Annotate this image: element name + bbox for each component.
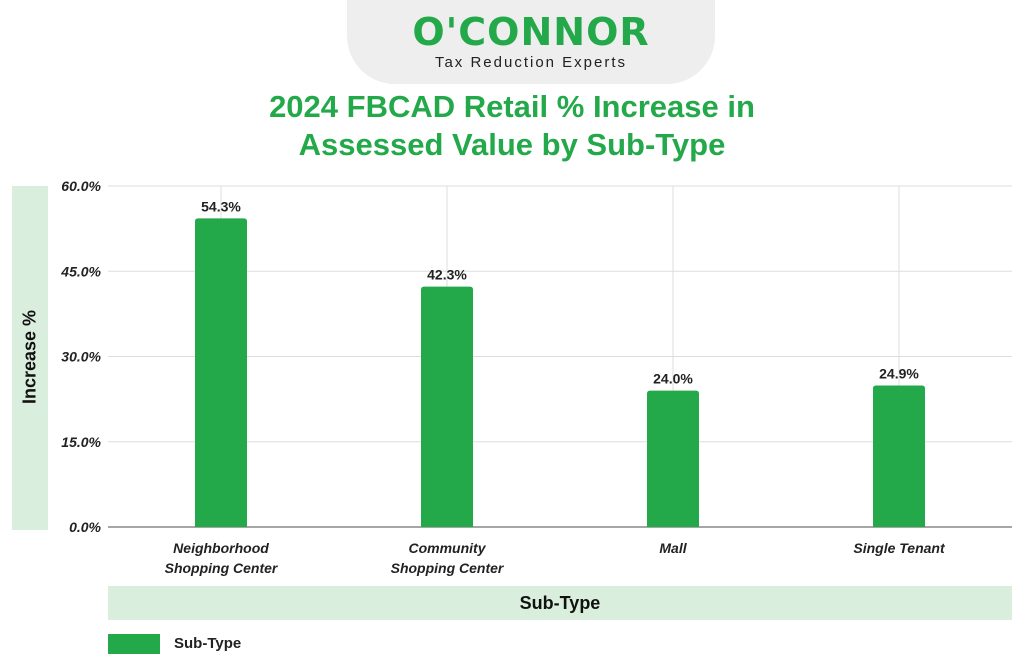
x-tick-label: Single Tenant [853,540,946,556]
data-label: 54.3% [201,198,241,214]
logo-tagline: Tax Reduction Experts [434,54,628,71]
chart-title-line-1: 2024 FBCAD Retail % Increase in [269,89,755,124]
legend-label: Sub-Type [174,635,242,652]
x-tick-label: Community [409,540,487,556]
y-tick-label: 45.0% [60,263,101,279]
y-tick-label: 0.0% [69,519,101,535]
logo-wordmark: O'CONNOR [412,10,650,54]
bar [647,390,699,527]
y-tick-label: 60.0% [61,178,101,194]
x-tick-label: Neighborhood [173,540,269,556]
bar [195,218,247,527]
bar [421,286,473,527]
data-label: 24.9% [879,365,919,381]
data-label: 24.0% [653,371,693,387]
data-label: 42.3% [427,267,467,283]
chart-title: 2024 FBCAD Retail % Increase in Assessed… [212,88,812,164]
x-axis-label-band: Sub-Type [108,586,1012,620]
y-tick-label: 15.0% [61,434,101,450]
logo-banner: O'CONNOR Tax Reduction Experts [347,0,715,84]
x-tick-label: Mall [659,540,687,556]
x-axis-label: Sub-Type [519,593,601,613]
y-axis-label-band [12,186,48,530]
x-tick-label: Shopping Center [391,560,505,576]
bar [873,385,925,527]
chart-title-line-2: Assessed Value by Sub-Type [298,127,726,162]
y-tick-label: 30.0% [61,349,101,365]
legend-swatch [108,634,160,654]
x-tick-label: Shopping Center [165,560,279,576]
